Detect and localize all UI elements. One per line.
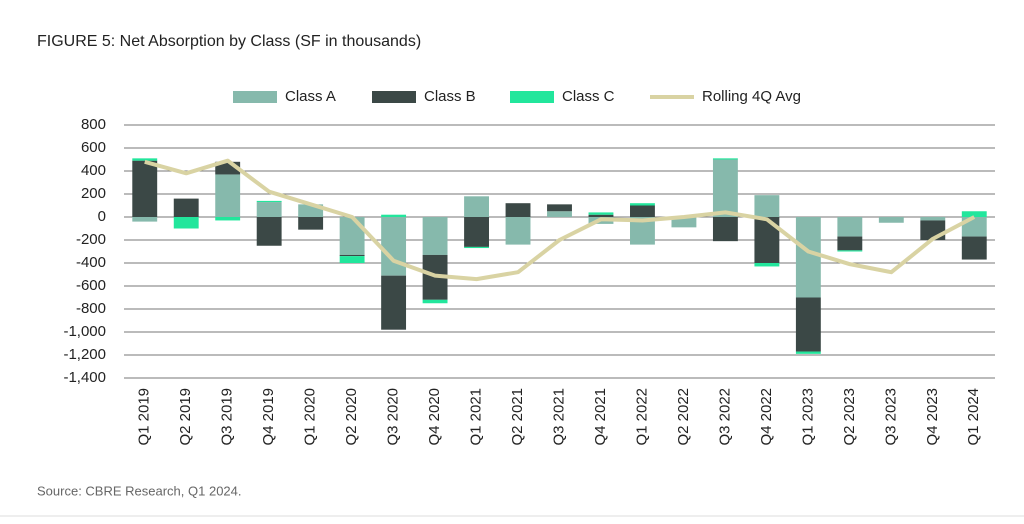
- bar: [215, 217, 241, 221]
- bar: [878, 217, 904, 223]
- bar: [256, 217, 282, 246]
- y-tick-label: -1,400: [63, 369, 106, 386]
- legend-label: Class A: [285, 88, 336, 105]
- bar: [464, 246, 489, 249]
- y-tick-label: -1,200: [63, 346, 106, 363]
- x-tick-label: Q4 2023: [924, 388, 941, 446]
- x-tick-label: Q3 2020: [385, 388, 402, 446]
- bar: [132, 158, 158, 161]
- bar: [132, 160, 158, 217]
- y-tick-label: -600: [76, 277, 106, 294]
- x-tick-label: Q2 2022: [675, 388, 692, 446]
- bar: [215, 174, 241, 217]
- legend-label: Rolling 4Q Avg: [702, 88, 801, 105]
- x-tick-label: Q2 2020: [343, 388, 360, 446]
- y-tick-label: 0: [98, 208, 106, 225]
- bar: [339, 254, 365, 257]
- x-tick-label: Q4 2021: [592, 388, 609, 446]
- x-tick-label: Q1 2024: [965, 388, 982, 446]
- chart-title: FIGURE 5: Net Absorption by Class (SF in…: [37, 33, 421, 50]
- y-tick-label: -800: [76, 300, 106, 317]
- bar: [795, 217, 821, 298]
- bar: [422, 299, 448, 304]
- x-tick-label: Q2 2021: [509, 388, 526, 446]
- legend-swatch: [510, 91, 554, 103]
- bar: [505, 217, 531, 245]
- bar: [256, 200, 282, 203]
- source: Source: CBRE Research, Q1 2024.: [37, 483, 242, 498]
- bar: [630, 205, 655, 217]
- x-tick-label: Q3 2023: [882, 388, 899, 446]
- x-tick-label: Q2 2023: [841, 388, 858, 446]
- y-tick-label: -400: [76, 254, 106, 271]
- y-tick-label: 400: [81, 162, 106, 179]
- x-tick-label: Q3 2021: [550, 388, 567, 446]
- bar: [671, 217, 697, 228]
- bar: [920, 217, 946, 221]
- x-tick-label: Q4 2022: [758, 388, 775, 446]
- bar: [961, 236, 987, 260]
- bar: [837, 217, 863, 237]
- line: [144, 158, 976, 282]
- y-tick-label: 600: [81, 139, 106, 156]
- x-tick-label: Q4 2019: [260, 388, 277, 446]
- bar: [712, 159, 738, 217]
- bar: [173, 217, 199, 229]
- bar: [754, 263, 780, 267]
- bar: [754, 195, 780, 217]
- bar: [630, 203, 655, 206]
- bar: [381, 275, 407, 330]
- bar: [837, 236, 863, 251]
- legend-swatch: [372, 91, 416, 103]
- x-tick-label: Q1 2022: [633, 388, 650, 446]
- bar: [132, 217, 158, 222]
- bar: [173, 198, 199, 217]
- bar: [795, 297, 821, 352]
- x-tick-label: Q3 2022: [716, 388, 733, 446]
- bar: [547, 211, 572, 217]
- bar: [588, 214, 614, 217]
- x-tick-label: Q1 2019: [136, 388, 153, 446]
- bar: [712, 217, 738, 242]
- bar: [256, 202, 282, 217]
- bar: [837, 250, 863, 252]
- bar: [547, 204, 572, 212]
- y-tick-label: -1,000: [63, 323, 106, 340]
- bar: [505, 203, 531, 217]
- x-tick-label: Q1 2021: [468, 388, 485, 446]
- x-tick-label: Q2 2019: [177, 388, 194, 446]
- bar: [464, 196, 489, 217]
- legend-label: Class C: [562, 88, 615, 105]
- bar: [961, 211, 987, 217]
- bar: [588, 212, 614, 215]
- x-tick-label: Q4 2020: [426, 388, 443, 446]
- legend-swatch: [233, 91, 277, 103]
- y-tick-label: 200: [81, 185, 106, 202]
- bar: [339, 256, 365, 263]
- bar: [381, 214, 407, 217]
- legend-label: Class B: [424, 88, 476, 105]
- x-tick-label: Q3 2019: [219, 388, 236, 446]
- bar: [795, 351, 821, 354]
- x-tick-label: Q1 2020: [302, 388, 319, 446]
- bar: [298, 217, 324, 230]
- bar: [339, 217, 365, 255]
- x-tick-label: Q1 2023: [799, 388, 816, 446]
- y-tick-label: -200: [76, 231, 106, 248]
- bar: [381, 217, 407, 276]
- y-tick-label: 800: [81, 116, 106, 133]
- bar: [712, 158, 738, 160]
- bar: [464, 217, 489, 247]
- bar: [422, 217, 448, 255]
